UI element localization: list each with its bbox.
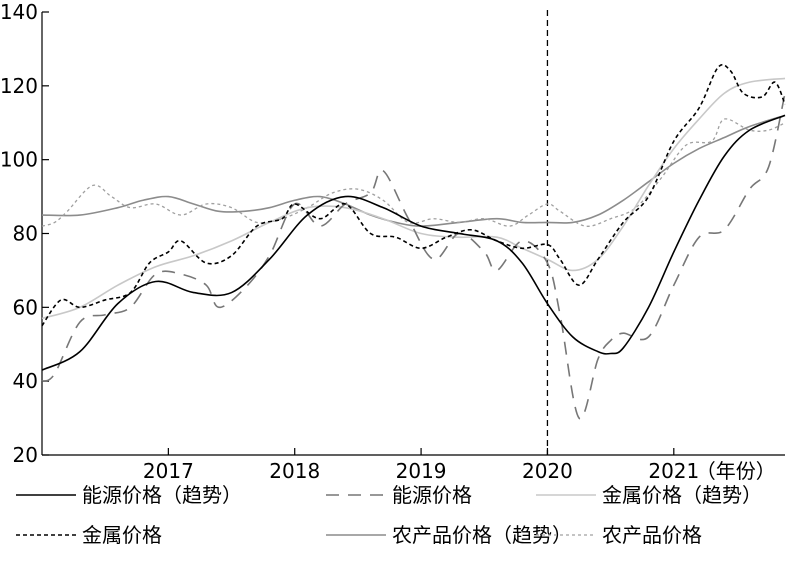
series-line-5 xyxy=(41,114,786,227)
legend-label: 能源价格（趋势） xyxy=(82,483,242,507)
y-tick-label: 20 xyxy=(13,443,38,467)
y-tick-label: 60 xyxy=(13,295,38,319)
legend-label: 农产品价格 xyxy=(602,523,702,547)
series-line-6 xyxy=(41,118,786,227)
x-tick-label: 2019 xyxy=(396,459,447,483)
series-line-4 xyxy=(41,63,786,327)
series-line-2 xyxy=(41,93,786,420)
legend: 能源价格（趋势） 能源价格 金属价格（趋势）金属价格 农产品价格（趋势） 农产品价格 xyxy=(16,483,762,547)
legend-label: 金属价格 xyxy=(82,523,162,547)
y-tick-label: 100 xyxy=(0,148,38,172)
series-line-1 xyxy=(41,114,786,371)
legend-label: 金属价格（趋势） xyxy=(602,483,762,507)
legend-label: 能源价格 xyxy=(392,483,472,507)
y-tick-label: 140 xyxy=(0,0,38,24)
series-layer xyxy=(41,63,786,420)
y-tick-label: 80 xyxy=(13,222,38,246)
x-tick-label: 2018 xyxy=(269,459,320,483)
x-axis-unit-label: （年份） xyxy=(696,459,776,483)
axes: 20 40 60 80 100 120 140 2017 2018 2019 2020 2021（年份… xyxy=(0,0,785,483)
y-tick-label: 40 xyxy=(13,369,38,393)
x-tick-label: 2021 xyxy=(648,459,699,483)
x-tick-label: 2020 xyxy=(522,459,573,483)
x-tick-label: 2017 xyxy=(143,459,194,483)
y-tick-label: 120 xyxy=(0,74,38,98)
